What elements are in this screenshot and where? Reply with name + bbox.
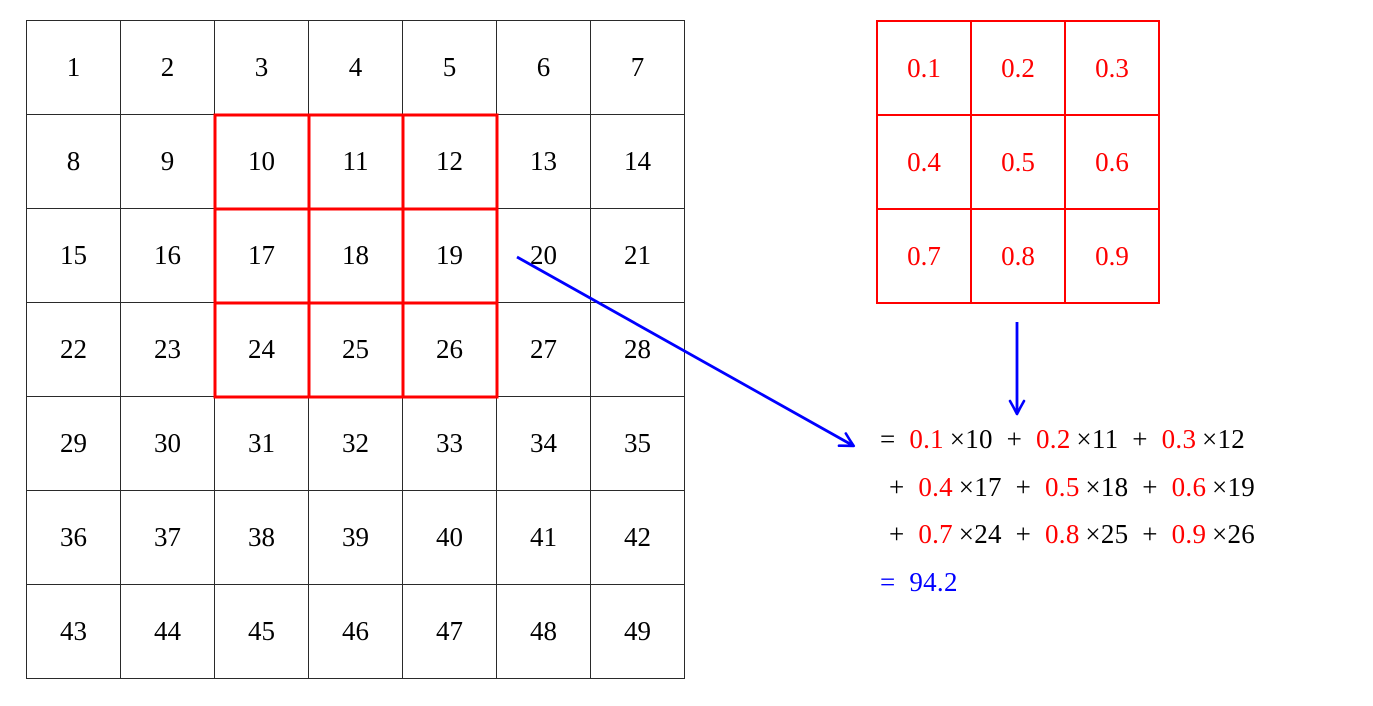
- input-grid-cell: 4: [309, 21, 403, 115]
- input-grid-cell: 8: [27, 115, 121, 209]
- equation-segment: ×12: [1196, 424, 1246, 454]
- input-grid-cell: 2: [121, 21, 215, 115]
- input-grid-cell: 12: [403, 115, 497, 209]
- equation-segment: +: [889, 471, 919, 502]
- equation-segment: 0.7: [918, 519, 953, 549]
- input-grid-cell: 20: [497, 209, 591, 303]
- input-grid-cell: 42: [591, 491, 685, 585]
- kernel-cell: 0.1: [878, 22, 972, 116]
- equation-segment: 94.2: [909, 566, 958, 597]
- input-grid-cell: 3: [215, 21, 309, 115]
- equation-segment: ×10: [943, 424, 993, 454]
- equation-line: + 0.4 ×17 + 0.5 ×18 + 0.6 ×19: [889, 464, 1255, 512]
- input-grid-cell: 30: [121, 397, 215, 491]
- equation-segment: ×17: [952, 471, 1002, 502]
- input-grid-cell: 40: [403, 491, 497, 585]
- equation-line: + 0.7 ×24 + 0.8 ×25 + 0.9 ×26: [889, 511, 1255, 559]
- input-grid-cell: 5: [403, 21, 497, 115]
- equation-segment: 0.5: [1044, 471, 1080, 502]
- input-grid-cell: 9: [121, 115, 215, 209]
- input-grid-cell: 27: [497, 303, 591, 397]
- equation-line: = 94.2: [880, 559, 1255, 607]
- equation-segment: ×11: [1070, 424, 1119, 454]
- input-grid-cell: 44: [121, 585, 215, 679]
- input-grid-cell: 46: [309, 585, 403, 679]
- kernel-cell: 0.7: [878, 210, 972, 304]
- equation-block: = 0.1 ×10 + 0.2 ×11 + 0.3 ×12 + 0.4 ×17 +…: [880, 416, 1255, 606]
- kernel-cell: 0.3: [1066, 22, 1160, 116]
- equation-segment: 0.8: [1044, 519, 1080, 549]
- input-grid-cell: 32: [309, 397, 403, 491]
- equation-segment: +: [1128, 471, 1172, 502]
- input-grid-cell: 49: [591, 585, 685, 679]
- input-grid-cell: 48: [497, 585, 591, 679]
- equation-segment: 0.1: [909, 424, 944, 454]
- input-grid-cell: 19: [403, 209, 497, 303]
- equation-line: = 0.1 ×10 + 0.2 ×11 + 0.3 ×12: [880, 416, 1255, 464]
- input-grid-cell: 11: [309, 115, 403, 209]
- input-grid-cell: 23: [121, 303, 215, 397]
- input-grid-cell: 14: [591, 115, 685, 209]
- input-grid-cell: 16: [121, 209, 215, 303]
- input-grid-cell: 36: [27, 491, 121, 585]
- input-grid-cell: 22: [27, 303, 121, 397]
- equation-segment: 0.3: [1161, 424, 1197, 454]
- kernel-cell: 0.6: [1066, 116, 1160, 210]
- input-grid: 1 2 3 4 5 6 7 8 9 10 11 12 13 14 15 16 17 18 19 20 21 22 23 24 2…: [26, 20, 685, 679]
- input-grid-cell: 17: [215, 209, 309, 303]
- input-grid-cell: 34: [497, 397, 591, 491]
- kernel-cell: 0.9: [1066, 210, 1160, 304]
- input-grid-cell: 31: [215, 397, 309, 491]
- input-grid-cell: 1: [27, 21, 121, 115]
- equation-segment: 0.9: [1171, 519, 1207, 549]
- input-grid-cell: 29: [27, 397, 121, 491]
- input-grid-cell: 43: [27, 585, 121, 679]
- input-grid-cell: 6: [497, 21, 591, 115]
- input-grid-cell: 45: [215, 585, 309, 679]
- equation-segment: +: [1128, 519, 1172, 549]
- input-grid-cell: 38: [215, 491, 309, 585]
- equation-segment: ×19: [1206, 471, 1256, 502]
- equation-segment: ×26: [1206, 519, 1256, 549]
- input-grid-cell: 21: [591, 209, 685, 303]
- input-grid-cell: 37: [121, 491, 215, 585]
- input-grid-cell: 26: [403, 303, 497, 397]
- kernel-cell: 0.4: [878, 116, 972, 210]
- equation-segment: ×18: [1079, 471, 1129, 502]
- kernel-grid: 0.1 0.2 0.3 0.4 0.5 0.6 0.7 0.8 0.9: [876, 20, 1160, 304]
- input-grid-cell: 7: [591, 21, 685, 115]
- equation-segment: +: [992, 424, 1036, 454]
- equation-segment: +: [1118, 424, 1162, 454]
- input-grid-cell: 13: [497, 115, 591, 209]
- equation-segment: +: [1001, 471, 1045, 502]
- kernel-cell: 0.8: [972, 210, 1066, 304]
- input-grid-cell: 15: [27, 209, 121, 303]
- input-grid-cell: 28: [591, 303, 685, 397]
- input-grid-cell: 10: [215, 115, 309, 209]
- input-grid-cell: 18: [309, 209, 403, 303]
- kernel-cell: 0.2: [972, 22, 1066, 116]
- equation-segment: =: [880, 566, 910, 597]
- equation-segment: =: [880, 424, 910, 454]
- equation-segment: 0.4: [918, 471, 953, 502]
- input-grid-cell: 35: [591, 397, 685, 491]
- equation-segment: +: [1001, 519, 1045, 549]
- input-grid-cell: 25: [309, 303, 403, 397]
- input-grid-cell: 41: [497, 491, 591, 585]
- input-grid-cell: 33: [403, 397, 497, 491]
- equation-segment: ×24: [952, 519, 1002, 549]
- equation-segment: 0.2: [1035, 424, 1071, 454]
- equation-segment: 0.6: [1171, 471, 1207, 502]
- kernel-cell: 0.5: [972, 116, 1066, 210]
- input-grid-cell: 47: [403, 585, 497, 679]
- input-grid-cell: 24: [215, 303, 309, 397]
- equation-segment: +: [889, 519, 919, 549]
- equation-segment: ×25: [1079, 519, 1129, 549]
- input-grid-cell: 39: [309, 491, 403, 585]
